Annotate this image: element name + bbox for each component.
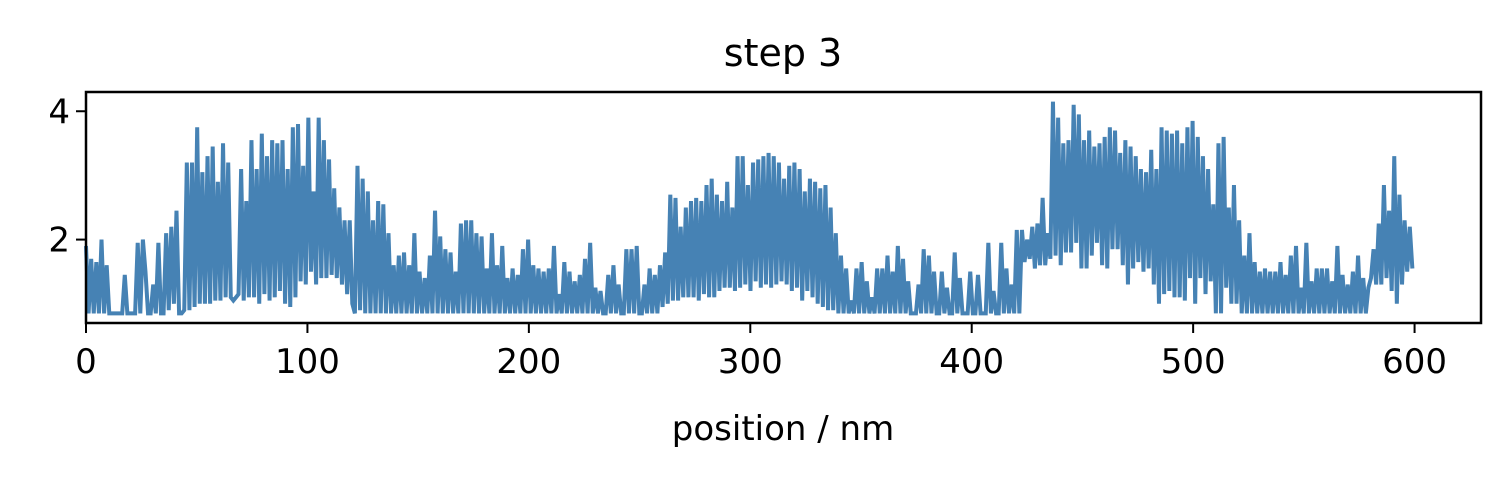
chart-title: step 3	[724, 31, 842, 75]
plot-area	[84, 101, 1415, 316]
x-tick-label: 300	[718, 342, 783, 382]
x-tick-label: 200	[496, 342, 561, 382]
y-axis: 24	[48, 92, 86, 261]
x-tick-label: 0	[75, 342, 97, 382]
x-axis-label: position / nm	[672, 409, 894, 449]
y-tick-label: 4	[48, 92, 70, 132]
y-tick-label: 2	[48, 221, 70, 261]
x-axis: 0 100 200 300 400 500 600	[75, 323, 1447, 382]
series-line-0	[84, 101, 1415, 316]
x-tick-label: 600	[1382, 342, 1447, 382]
x-tick-label: 500	[1161, 342, 1226, 382]
axes-frame	[84, 90, 1483, 325]
x-tick-label: 100	[275, 342, 340, 382]
x-tick-label: 400	[939, 342, 1004, 382]
